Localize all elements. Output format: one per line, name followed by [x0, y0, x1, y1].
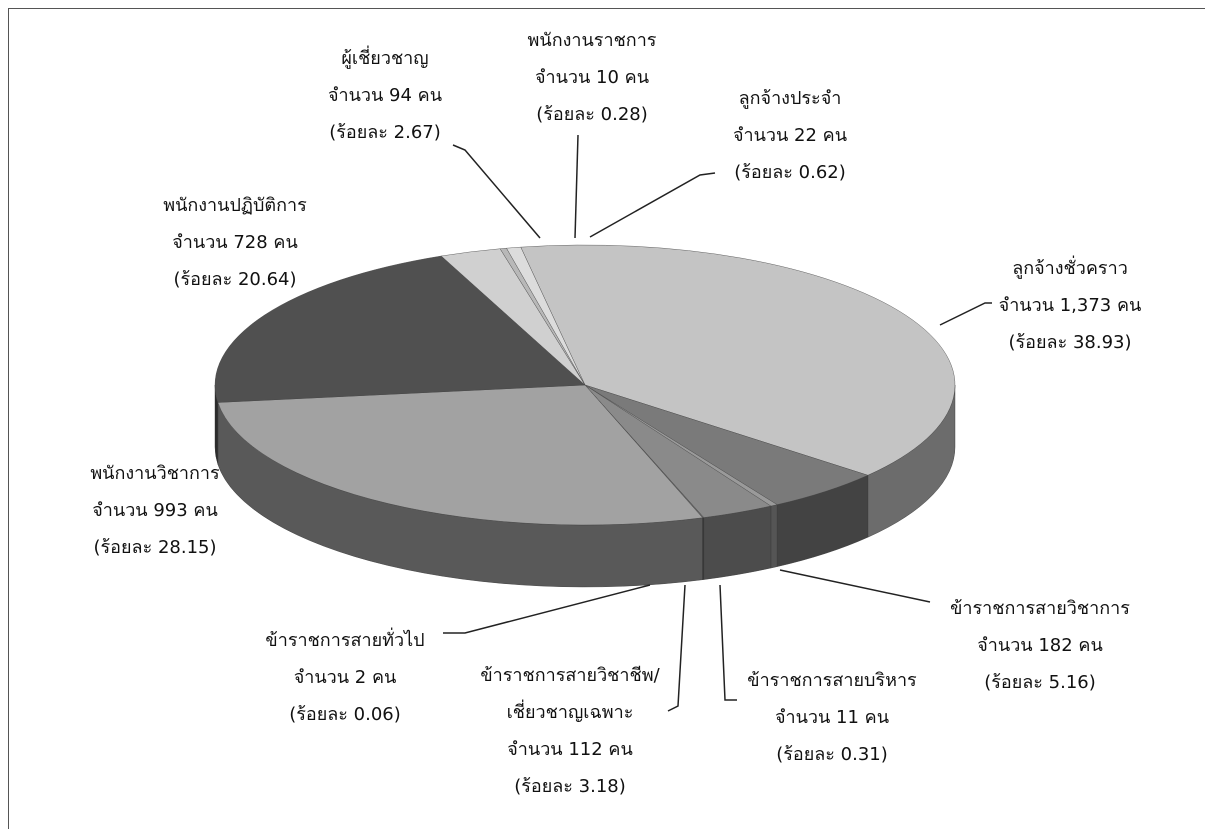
label-value: จำนวน 112 คน: [507, 739, 633, 760]
label-value: จำนวน 11 คน: [774, 707, 890, 728]
label-value: (ร้อยละ 3.18): [514, 776, 626, 797]
data-label: ลูกจ้างชั่วคราวจำนวน 1,373 คน (ร้อยละ 38.…: [920, 250, 1205, 361]
data-label: พนักงานราชการจำนวน 10 คน (ร้อยละ 0.28): [442, 22, 742, 133]
label-value: จำนวน 182 คน: [977, 635, 1103, 656]
label-name: ข้าราชการสายวิชาการ: [950, 598, 1130, 619]
label-name: ผู้เชี่ยวชาญ: [341, 48, 429, 69]
data-label: ข้าราชการสายทั่วไปจำนวน 2 คน (ร้อยละ 0.06…: [195, 622, 495, 733]
label-name: ข้าราชการสายวิชาชีพ/ เชี่ยวชาญเฉพาะ: [480, 665, 660, 723]
label-value: (ร้อยละ 2.67): [329, 122, 441, 143]
label-value: (ร้อยละ 38.93): [1008, 332, 1132, 353]
label-value: (ร้อยละ 0.28): [536, 104, 648, 125]
pie-slice-side: [703, 505, 772, 580]
data-label: พนักงานวิชาการจำนวน 993 คน (ร้อยละ 28.15): [5, 455, 305, 566]
data-label: ลูกจ้างประจำจำนวน 22 คน (ร้อยละ 0.62): [640, 80, 940, 191]
leader-line: [939, 302, 992, 326]
label-value: (ร้อยละ 5.16): [984, 672, 1096, 693]
label-name: ข้าราชการสายทั่วไป: [265, 630, 425, 651]
label-value: (ร้อยละ 0.62): [734, 162, 846, 183]
label-name: พนักงานปฏิบัติการ: [163, 195, 307, 216]
label-value: (ร้อยละ 0.06): [289, 704, 401, 725]
label-value: จำนวน 2 คน: [293, 667, 397, 688]
chart-frame: [8, 8, 1205, 829]
data-label: พนักงานปฏิบัติการจำนวน 728 คน (ร้อยละ 20.…: [85, 187, 385, 298]
label-name: พนักงานราชการ: [527, 30, 657, 51]
label-value: จำนวน 728 คน: [172, 232, 298, 253]
leader-line: [719, 584, 737, 701]
label-value: จำนวน 1,373 คน: [998, 295, 1142, 316]
label-name: ลูกจ้างประจำ: [738, 88, 842, 109]
leader-line: [574, 134, 579, 239]
data-label: ผู้เชี่ยวชาญจำนวน 94 คน (ร้อยละ 2.67): [235, 40, 535, 151]
data-label: ข้าราชการสายวิชาชีพ/ เชี่ยวชาญเฉพาะจำนวน…: [420, 657, 720, 805]
label-value: จำนวน 10 คน: [534, 67, 650, 88]
leader-line: [452, 144, 541, 239]
leader-line: [443, 584, 651, 634]
leader-line: [667, 584, 686, 712]
data-label: ข้าราชการสายวิชาการจำนวน 182 คน (ร้อยละ 5…: [890, 590, 1190, 701]
label-name: ลูกจ้างชั่วคราว: [1012, 258, 1128, 279]
label-name: พนักงานวิชาการ: [90, 463, 220, 484]
label-name: ข้าราชการสายบริหาร: [747, 670, 917, 691]
pie-slice-side: [770, 504, 778, 569]
leader-line: [589, 172, 716, 238]
leader-line: [779, 569, 931, 603]
pie-slice: [520, 244, 956, 476]
pie-slice: [506, 246, 586, 386]
label-value: (ร้อยละ 20.64): [173, 269, 297, 290]
pie-slice: [214, 255, 586, 403]
pie-slice: [217, 384, 703, 526]
label-value: จำนวน 94 คน: [327, 85, 443, 106]
label-value: จำนวน 22 คน: [732, 125, 848, 146]
label-value: จำนวน 993 คน: [92, 500, 218, 521]
label-value: (ร้อยละ 28.15): [93, 537, 217, 558]
label-value: (ร้อยละ 0.31): [776, 744, 888, 765]
data-label: ข้าราชการสายบริหารจำนวน 11 คน (ร้อยละ 0.3…: [682, 662, 982, 773]
